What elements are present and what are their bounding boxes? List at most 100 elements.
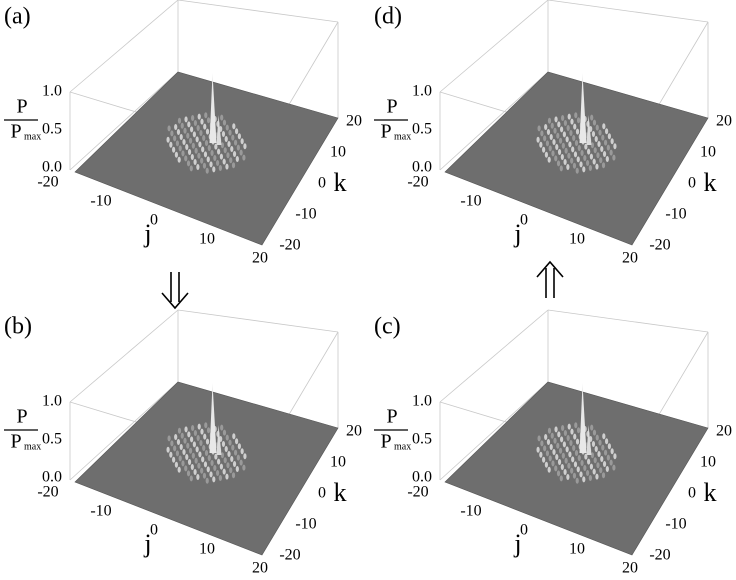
ripple [557, 149, 562, 156]
ripple [191, 425, 195, 431]
ripple [547, 427, 552, 434]
j-tick-label: -20 [37, 174, 58, 191]
ripple [610, 138, 614, 145]
ripple [576, 466, 580, 473]
arrow-down [161, 272, 189, 310]
ripple [217, 148, 221, 155]
z-label-num: P [16, 96, 27, 118]
ripple [583, 155, 587, 161]
ripple [547, 156, 551, 163]
box-edge [439, 309, 549, 403]
ripple [201, 146, 205, 153]
ripple [235, 155, 239, 162]
z-label-den: P [380, 121, 391, 143]
ripple [224, 445, 228, 452]
ripple [587, 458, 591, 465]
ripple [223, 147, 227, 154]
ripple [555, 454, 559, 461]
spike [579, 73, 587, 143]
ripple [583, 465, 587, 471]
z-label-den: P [10, 121, 21, 143]
ripple [569, 440, 573, 446]
j-tick-label: 10 [199, 541, 215, 558]
k-tick-label: 10 [700, 454, 716, 471]
ripple [599, 467, 603, 474]
ripple [550, 122, 554, 129]
k-tick-label: -10 [665, 516, 686, 533]
ripple [166, 136, 170, 143]
ripple [573, 433, 577, 440]
ripple [169, 451, 173, 458]
j-tick-label: 0 [520, 522, 528, 539]
ripple [609, 459, 613, 466]
j-axis-label: j [143, 219, 151, 248]
ripple [601, 162, 606, 169]
ripple [580, 150, 584, 156]
panel-label: (c) [374, 314, 401, 340]
ripple [231, 162, 236, 169]
ripple [556, 160, 561, 167]
ripple [232, 433, 236, 440]
ripple [557, 121, 561, 128]
ripple [232, 150, 237, 157]
ripple [543, 445, 547, 452]
ripple [544, 461, 548, 468]
ripple [209, 161, 213, 168]
j-tick-label: 10 [199, 231, 215, 248]
ripple [613, 453, 617, 460]
ripple [549, 134, 553, 141]
ripple [553, 127, 557, 134]
ripple [571, 456, 575, 463]
box-edge [69, 309, 179, 403]
k-axis-label: k [704, 478, 717, 507]
ripple [536, 136, 540, 143]
ripple [194, 457, 198, 464]
ripple [563, 469, 567, 476]
ripple [568, 451, 572, 458]
ripple [566, 474, 570, 481]
ripple [568, 141, 572, 148]
k-tick-label: 10 [700, 144, 716, 161]
ripple [167, 435, 171, 442]
ripple [206, 466, 210, 473]
ripple [200, 118, 204, 125]
ripple [547, 466, 551, 473]
ripple [560, 126, 564, 133]
ripple [580, 460, 584, 466]
z-tick-label: 0.0 [412, 469, 432, 486]
j-tick-label: 20 [252, 250, 268, 267]
ripple [179, 134, 183, 141]
ripple [556, 132, 560, 139]
ripple [574, 422, 578, 429]
ripple [235, 438, 239, 445]
box-edge [547, 309, 709, 333]
ripple [243, 143, 247, 150]
spike [579, 383, 587, 453]
ripple [183, 437, 187, 444]
ripple [222, 429, 227, 436]
ripple [193, 120, 197, 126]
ripple [178, 145, 182, 152]
box-edge [177, 309, 339, 333]
ripple [228, 439, 232, 446]
ripple [167, 125, 171, 132]
spike [216, 115, 222, 145]
ripple [196, 125, 200, 131]
ripple [185, 144, 189, 151]
ripple [576, 156, 580, 163]
surface [74, 381, 339, 556]
ripple [601, 472, 606, 479]
ripple [605, 155, 609, 162]
z-tick-label: 0.0 [412, 159, 432, 176]
z-tick-label: 1.0 [42, 393, 62, 410]
z-label-sub: max [24, 131, 41, 142]
ripple [209, 471, 213, 478]
k-tick-label: -10 [295, 516, 316, 533]
ripple [586, 470, 590, 476]
ripple [222, 468, 226, 475]
ripple [222, 158, 226, 165]
ripple [590, 114, 594, 121]
z-tick-label: 0.5 [42, 431, 62, 448]
ripple [575, 128, 580, 135]
ripple [200, 157, 204, 164]
